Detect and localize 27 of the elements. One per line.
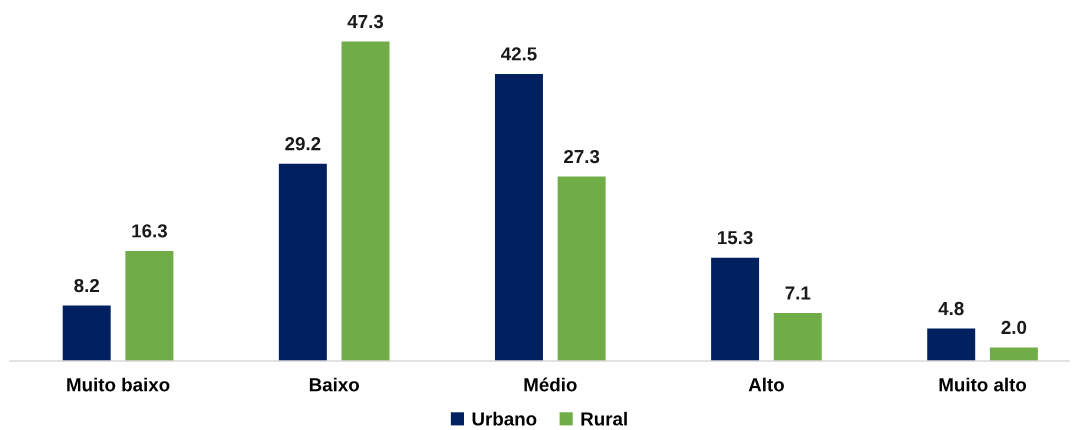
bar [125, 250, 174, 361]
legend-label: Rural [581, 411, 627, 426]
data-label: 7.1 [785, 286, 811, 300]
bar [278, 163, 327, 361]
x-tick-label: Alto [748, 377, 784, 392]
bar [341, 41, 390, 361]
bar [773, 313, 822, 361]
data-label: 8.2 [74, 278, 100, 293]
bar [927, 328, 976, 361]
bar [711, 257, 760, 361]
data-label: 27.3 [564, 149, 600, 164]
x-tick-label: Médio [524, 377, 577, 392]
data-label: 42.5 [501, 47, 537, 61]
bar [494, 73, 543, 361]
data-label: 29.2 [285, 137, 321, 151]
bar [557, 176, 606, 361]
data-label: 47.3 [347, 14, 384, 29]
bar [989, 347, 1038, 361]
data-label: 4.8 [938, 301, 964, 316]
x-tick-label: Muito baixo [67, 377, 170, 392]
data-label: 2.0 [1001, 320, 1027, 335]
x-tick-label: Baixo [309, 377, 359, 392]
legend-label: Urbano [472, 411, 537, 426]
data-label: 16.3 [132, 224, 167, 238]
bar [62, 305, 111, 361]
x-tick-label: Muito alto [939, 377, 1027, 392]
data-label: 15.3 [718, 230, 753, 245]
